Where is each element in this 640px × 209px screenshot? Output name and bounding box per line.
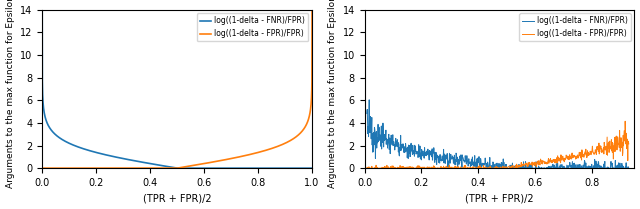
X-axis label: (TPR + FPR)/2: (TPR + FPR)/2 [143, 194, 211, 203]
Y-axis label: Arguments to the max function for Epsilon*: Arguments to the max function for Epsilo… [328, 0, 337, 187]
Legend: log((1-delta - FNR)/FPR), log((1-delta - FPR)/FPR): log((1-delta - FNR)/FPR), log((1-delta -… [519, 13, 630, 41]
Y-axis label: Arguments to the max function for Epsilon*: Arguments to the max function for Epsilo… [6, 0, 15, 187]
Legend: log((1-delta - FNR)/FPR), log((1-delta - FPR)/FPR): log((1-delta - FNR)/FPR), log((1-delta -… [196, 13, 308, 41]
X-axis label: (TPR + FPR)/2: (TPR + FPR)/2 [465, 194, 534, 203]
